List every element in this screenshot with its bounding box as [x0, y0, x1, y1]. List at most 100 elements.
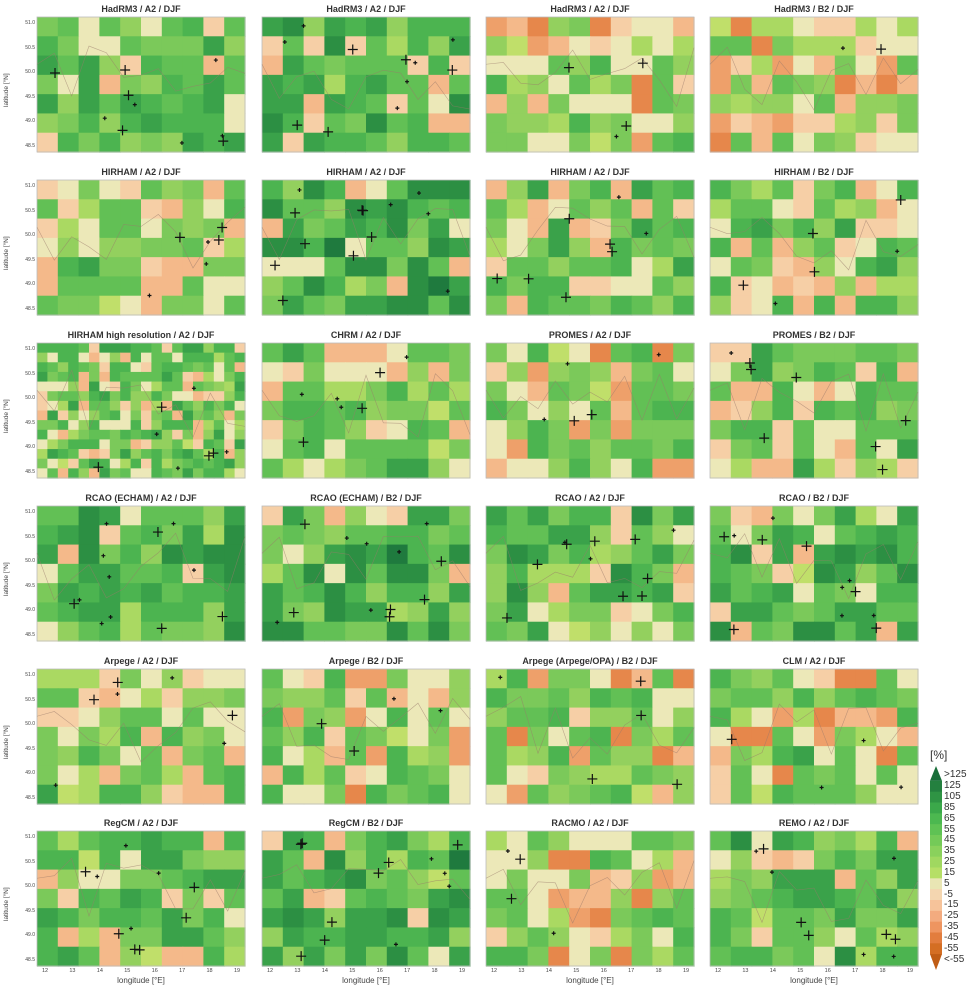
grid-cell [141, 831, 163, 851]
xtick-label: 13 [742, 968, 749, 974]
significance-marker [357, 403, 368, 414]
grid-cell [407, 36, 429, 57]
grid-cell [710, 869, 732, 890]
grid-cell [203, 583, 225, 604]
grid-cell [234, 391, 246, 402]
grid-cell [834, 257, 857, 278]
grid-cell [897, 343, 919, 363]
grid-cell [366, 544, 388, 565]
grid-cell [161, 850, 184, 871]
grid-cell [876, 621, 898, 642]
grid-cell [834, 17, 857, 37]
grid-cell [161, 391, 173, 402]
grid-cell [366, 707, 388, 728]
grid-cell [213, 458, 225, 469]
colorbar-label: 125 [944, 780, 961, 792]
grid-cell [631, 400, 653, 421]
significance-marker [642, 573, 653, 584]
grid-cell [428, 113, 450, 134]
grid-cell [569, 36, 591, 57]
colorbar-swatch [930, 900, 942, 912]
grid-cell [449, 420, 471, 441]
xtick-label: 13 [518, 968, 525, 974]
grid-cell [751, 765, 773, 786]
map-panel [485, 179, 695, 316]
grid-cell [182, 362, 194, 373]
grid-cell [141, 506, 163, 526]
grid-cell [449, 784, 471, 805]
grid-cell [486, 850, 508, 871]
grid-cell [37, 439, 48, 450]
significance-marker [300, 238, 311, 249]
grid-cell [814, 583, 836, 604]
grid-cell [631, 784, 653, 805]
grid-cell [99, 468, 111, 479]
significance-marker [445, 289, 450, 294]
grid-cell [527, 439, 549, 460]
grid-cell [224, 381, 236, 392]
grid-cell [793, 113, 815, 134]
grid-cell [486, 746, 508, 767]
significance-marker [452, 839, 463, 850]
grid-cell [120, 17, 142, 37]
grid-cell [47, 429, 59, 441]
ytick-label: 49.5 [25, 419, 35, 426]
grid-cell [590, 927, 612, 948]
grid-cell [57, 449, 69, 460]
grid-cell [673, 94, 695, 115]
grid-cell [57, 544, 80, 565]
grid-cell [449, 17, 471, 37]
significance-marker [191, 386, 196, 391]
grid-cell [710, 276, 732, 297]
grid-cell [161, 449, 173, 460]
grid-cell [141, 199, 163, 220]
grid-cell [506, 458, 529, 479]
grid-cell [203, 525, 225, 546]
grid-cell [590, 908, 612, 929]
grid-cell [772, 295, 794, 316]
grid-cell [282, 17, 305, 37]
grid-cell [57, 218, 80, 239]
significance-marker [156, 623, 167, 634]
grid-cell [282, 946, 305, 967]
grid-cell [282, 362, 305, 383]
significance-marker [99, 621, 104, 626]
grid-cell [407, 525, 429, 546]
grid-cell [834, 888, 857, 909]
grid-cell [262, 113, 284, 134]
grid-cell [120, 908, 142, 929]
grid-cell [897, 55, 919, 76]
grid-cell [161, 237, 184, 258]
grid-cell [449, 946, 471, 967]
grid-cell [161, 927, 184, 948]
grid-cell [751, 180, 773, 200]
grid-cell [282, 563, 305, 584]
colorbar-cap-bottom [930, 954, 942, 970]
grid-cell [366, 17, 388, 37]
grid-cell [855, 908, 877, 929]
panel-frame [261, 179, 471, 316]
grid-cell [814, 688, 836, 709]
grid-cell [224, 888, 246, 909]
grid-cell [610, 544, 633, 565]
grid-cell [161, 295, 184, 316]
grid-cell [386, 257, 409, 278]
significance-marker [618, 591, 629, 602]
grid-cell [673, 927, 695, 948]
country-border [485, 47, 695, 108]
grid-cell [610, 74, 633, 95]
grid-cell [876, 276, 898, 297]
grid-cell [506, 17, 529, 37]
grid-cell [78, 429, 90, 441]
grid-cell [366, 765, 388, 786]
grid-cell [120, 449, 132, 460]
grid-cell [772, 94, 794, 115]
grid-cell [366, 888, 388, 909]
grid-cell [324, 602, 346, 623]
grid-cell [109, 381, 121, 392]
grid-cell [449, 132, 471, 153]
significance-marker [132, 102, 137, 107]
grid-cell [213, 371, 225, 383]
grid-cell [109, 449, 121, 460]
significance-marker [147, 293, 152, 298]
